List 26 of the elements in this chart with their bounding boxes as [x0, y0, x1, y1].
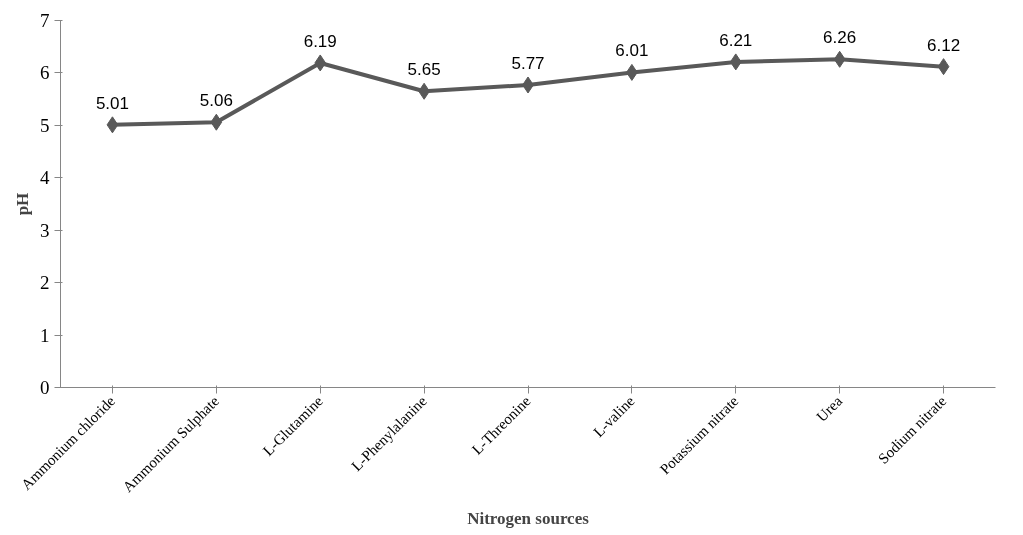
data-label: 5.06	[199, 91, 233, 111]
y-tick-label: 5	[40, 114, 50, 136]
point	[833, 50, 846, 68]
y-tick-label: 0	[40, 377, 50, 398]
data-label: 5.65	[407, 60, 441, 80]
point	[729, 53, 742, 71]
data-label: 6.21	[719, 30, 753, 50]
y-tick-label: 3	[40, 219, 50, 241]
point	[314, 54, 327, 72]
y-tick-label: 2	[40, 272, 50, 294]
data-label: 6.12	[927, 35, 961, 55]
x-axis-title: Nitrogen sources	[467, 508, 590, 528]
point	[937, 58, 950, 76]
y-tick-label: 7	[40, 10, 50, 31]
y-tick-label: 1	[40, 324, 50, 346]
y-axis-title: pH	[13, 192, 32, 216]
point	[106, 116, 119, 134]
x-tick-label: Urea	[813, 392, 846, 425]
data-label: 5.01	[95, 93, 129, 113]
data-label: 6.19	[303, 31, 337, 51]
y-tick-label: 6	[40, 62, 50, 84]
point	[210, 113, 223, 131]
y-tick-label: 4	[40, 167, 50, 189]
data-label: 6.01	[615, 41, 649, 61]
data-label: 5.77	[511, 53, 545, 73]
data-label: 6.26	[823, 28, 857, 48]
